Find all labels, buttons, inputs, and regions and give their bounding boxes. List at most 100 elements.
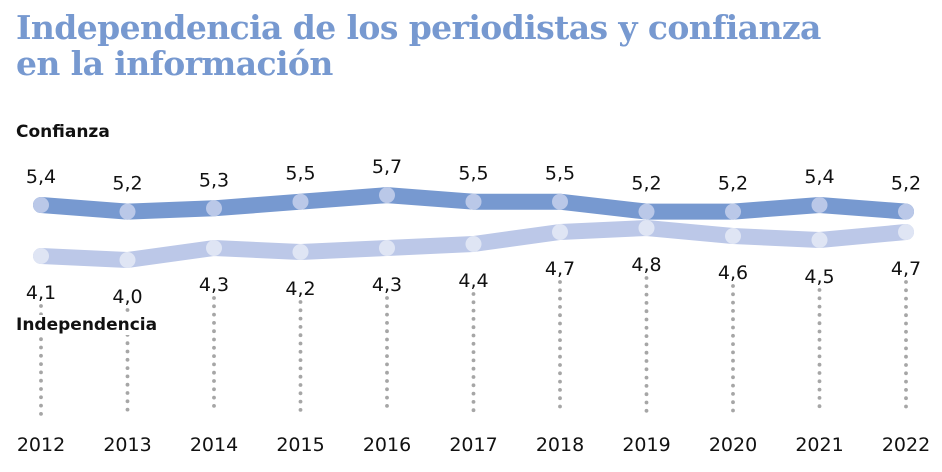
guide-dot [731,400,735,405]
guide-dot [904,354,908,359]
x-tick-label: 2018 [536,434,584,456]
x-tick-label: 2021 [795,434,843,456]
guide-dot [385,329,389,334]
guide-dot [385,312,389,317]
guide-dot [904,338,908,342]
data-label-confianza: 5,3 [199,169,229,191]
x-tick-label: 2017 [449,434,497,456]
guide-dot [904,363,908,367]
guide-dot [731,292,735,297]
guide-dot [471,325,476,330]
guide-dot [644,350,649,355]
guide-dot [212,387,216,392]
guide-dot [558,288,562,293]
guide-dot [471,350,476,354]
data-label-confianza: 5,5 [285,163,315,185]
guide-dot [212,370,216,375]
data-point-independencia [552,224,568,240]
guide-dot [817,296,822,301]
data-point-confianza [379,187,395,204]
guide-dot [385,387,389,392]
guide-dot [731,383,735,388]
guide-dot [558,346,562,351]
guide-dot [385,395,389,400]
guide-dot [298,349,303,354]
guide-dot [904,329,908,334]
guide-dot [385,321,389,325]
guide-dot [817,362,822,367]
guide-dot [644,301,649,305]
guide-dot [471,292,476,296]
guide-dot [471,358,476,363]
data-point-confianza [638,203,655,220]
data-point-independencia [725,228,741,244]
guide-dot [644,309,649,314]
guide-dot [39,403,43,408]
guide-dot [558,354,562,359]
guide-dot [385,379,389,383]
guide-dot [39,412,43,416]
guide-dot [558,388,562,392]
guide-dot [298,308,303,313]
guide-dot [644,384,649,388]
data-label-confianza: 5,5 [458,163,488,185]
guide-dot [39,378,43,383]
guide-dot [385,362,389,367]
guide-dot [212,354,216,358]
chart-title-line-1: Independencia de los periodistas y confi… [16,8,821,47]
data-label-confianza: 5,5 [545,163,575,185]
guide-dot [558,313,562,318]
data-point-independencia [33,248,49,264]
data-label-independencia: 4,2 [285,278,315,300]
guide-dot [731,358,735,363]
guide-dot [39,370,43,375]
data-label-independencia: 4,7 [891,258,921,280]
guide-dot [817,404,822,409]
guide-dot [39,337,43,342]
guide-dot [904,396,908,401]
guide-dot [731,375,735,380]
guide-dot [644,325,649,330]
guide-dot [731,309,735,313]
x-tick-label: 2019 [622,434,670,456]
data-label-independencia: 4,3 [199,274,229,296]
guide-dot [385,370,389,375]
guide-dot [298,374,303,379]
guide-dot [731,333,735,338]
guide-dot [558,338,562,342]
guide-dot [471,333,476,338]
guide-dot [212,312,216,317]
guide-dot [904,371,908,376]
guide-dot [558,296,562,301]
guide-dot [298,325,303,329]
guide-dot [644,317,649,322]
guide-dot [125,341,130,346]
guide-dot [212,337,216,342]
guide-dot [644,276,649,280]
data-point-confianza [725,203,741,220]
guide-dot [298,366,303,371]
guide-dot [817,321,822,326]
guide-dot [471,317,476,321]
guide-dot [39,395,43,400]
x-tick-label: 2013 [103,434,151,456]
guide-dot [212,404,216,408]
guide-dot [385,354,389,358]
data-point-independencia [206,240,222,256]
guide-dot [298,391,303,396]
guide-dot [385,404,389,408]
guide-dot [731,284,735,288]
data-point-independencia [465,236,482,252]
data-label-confianza: 5,2 [891,173,921,195]
data-label-independencia: 4,0 [112,286,142,308]
guide-dot [212,329,216,334]
data-label-independencia: 4,6 [718,262,748,284]
guide-dot [731,350,735,355]
guide-dot [558,379,562,384]
guide-dot [644,334,649,338]
guide-dot [558,363,562,367]
data-point-confianza [119,203,136,220]
guide-dot [558,329,562,334]
guide-dot [558,371,562,376]
